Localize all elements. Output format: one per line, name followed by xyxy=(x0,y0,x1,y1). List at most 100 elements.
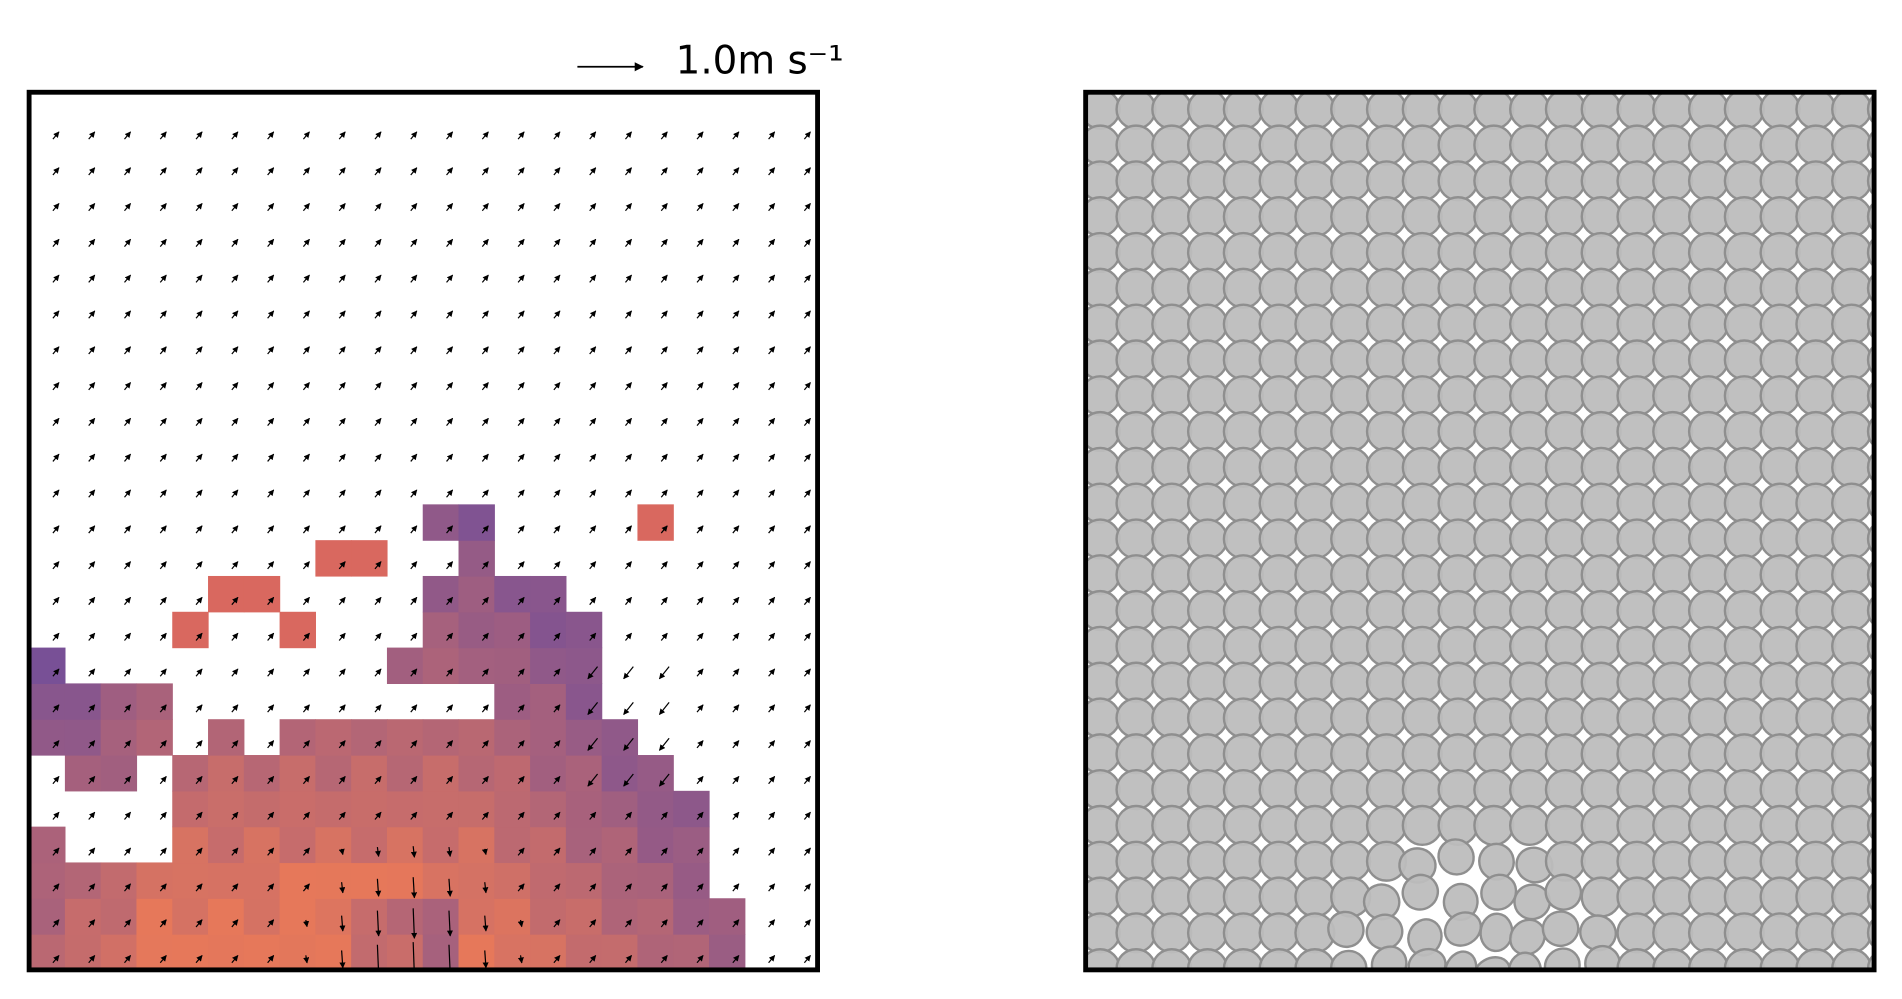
quiver-arrow xyxy=(159,525,167,534)
particle xyxy=(1222,804,1264,847)
quiver-arrow xyxy=(52,668,60,677)
particle xyxy=(1544,410,1587,453)
quiver-arrow xyxy=(52,453,60,462)
heat-cell xyxy=(422,719,460,756)
quiver-arrow xyxy=(589,489,597,498)
particle xyxy=(1759,876,1801,918)
particle xyxy=(1687,410,1730,453)
quiver-arrow xyxy=(52,274,60,283)
particle xyxy=(1580,410,1622,453)
quiver-arrow xyxy=(88,704,96,713)
particle xyxy=(1115,661,1157,703)
heat-cell xyxy=(709,898,746,935)
heat-cell xyxy=(386,790,424,828)
quiver-arrow xyxy=(696,847,704,856)
particle xyxy=(1723,733,1765,775)
heat-cell xyxy=(64,719,102,756)
quiver-arrow xyxy=(803,238,811,247)
particle xyxy=(1258,768,1300,811)
heat-cell xyxy=(172,611,209,649)
particle xyxy=(1151,339,1193,381)
particle xyxy=(1294,876,1336,918)
particle xyxy=(1222,768,1264,811)
particle xyxy=(1258,518,1300,560)
quiver-arrow xyxy=(52,740,60,749)
heat-cell xyxy=(351,790,388,828)
particle xyxy=(1687,554,1730,596)
quiver-arrow xyxy=(517,740,525,749)
heat-cell xyxy=(494,790,531,828)
particle xyxy=(1401,482,1443,524)
particle xyxy=(1437,446,1479,488)
heat-cell xyxy=(29,647,66,685)
quiver-arrow xyxy=(768,346,776,355)
particle xyxy=(1294,733,1336,775)
quiver-arrow xyxy=(696,955,704,964)
quiver-arrow xyxy=(302,596,310,606)
quiver-arrow xyxy=(589,131,597,140)
quiver-arrow xyxy=(195,453,203,462)
quiver-arrow xyxy=(338,417,346,427)
quiver-arrow xyxy=(481,453,489,462)
quiver-arrow xyxy=(482,882,489,894)
quiver-arrow xyxy=(660,883,668,892)
quiver-arrow xyxy=(159,167,167,176)
quiver-arrow xyxy=(768,740,776,749)
quiver-arrow xyxy=(52,238,60,247)
heat-cell xyxy=(208,934,245,970)
particle xyxy=(1795,518,1837,560)
particle xyxy=(1723,840,1765,882)
quiver-arrow xyxy=(302,704,310,713)
quiver-arrow xyxy=(339,915,346,932)
particle xyxy=(1723,697,1765,739)
quiver-arrow xyxy=(589,274,597,283)
quiver-arrow xyxy=(553,203,561,212)
particle xyxy=(1759,768,1801,811)
quiver-arrow xyxy=(88,847,96,856)
particle xyxy=(1473,625,1515,668)
particle xyxy=(1795,303,1837,345)
particle xyxy=(1437,518,1479,560)
quiver-arrow xyxy=(768,382,776,391)
particle xyxy=(1222,876,1264,918)
particle xyxy=(1437,92,1479,130)
heat-cell xyxy=(136,898,173,935)
quiver-arrow xyxy=(446,740,454,749)
quiver-arrow xyxy=(696,310,704,319)
heat-cell xyxy=(673,790,710,828)
particle xyxy=(1330,160,1372,202)
quiver-arrow xyxy=(660,238,668,247)
particle xyxy=(1222,231,1264,274)
particle xyxy=(1222,661,1264,703)
particle xyxy=(1795,231,1837,274)
quiver-arrow xyxy=(338,596,346,606)
particle xyxy=(1365,446,1408,488)
heat-cell xyxy=(565,790,603,828)
particle xyxy=(1831,697,1873,739)
quiver-arrow xyxy=(410,525,418,534)
particle xyxy=(1401,124,1443,166)
quiver-arrow xyxy=(660,131,668,140)
heat-cell xyxy=(315,862,352,899)
particle xyxy=(1687,124,1730,166)
heat-cell xyxy=(601,790,639,828)
quiver-arrow xyxy=(803,561,811,570)
heat-cell xyxy=(386,898,424,935)
particle xyxy=(1544,661,1587,703)
particle xyxy=(1687,733,1730,775)
quiver-arrow xyxy=(195,811,203,820)
particle xyxy=(1795,589,1837,632)
particle xyxy=(1401,92,1443,130)
particle xyxy=(1294,196,1336,238)
particle xyxy=(1222,840,1264,882)
quiver-arrow xyxy=(52,704,60,713)
quiver-arrow xyxy=(88,955,96,964)
particle xyxy=(1723,231,1765,274)
quiver-arrow xyxy=(553,704,561,713)
quiver-arrow xyxy=(732,310,740,319)
quiver-arrow xyxy=(589,596,597,606)
quiver-arrow xyxy=(338,131,346,140)
particle xyxy=(1473,267,1515,309)
quiver-arrow xyxy=(195,919,203,928)
quiver-arrow xyxy=(623,737,634,751)
